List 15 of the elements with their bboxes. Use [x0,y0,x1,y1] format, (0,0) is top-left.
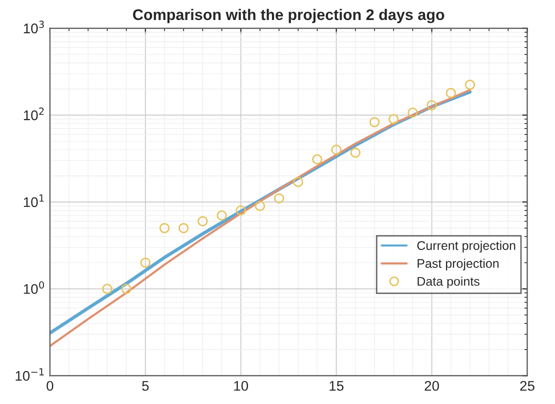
legend-label: Data points [418,276,480,288]
y-tick-label: 10$^{0}$ [24,281,44,294]
y-tick-label: 10$^{−1}$ [16,368,44,381]
y-tick-label: 10$^{1}$ [24,194,44,208]
x-tick-label: 15 [330,381,344,391]
x-tick-label: 20 [424,380,439,391]
x-tick-label: 25 [520,380,534,391]
y-tick-label: 10$^{2}$ [24,108,44,120]
x-tick-label: 10 [234,380,248,391]
chart-title: Comparison with the projection 2 days ago [133,8,444,24]
x-tick-label: 5 [142,381,149,391]
legend-label: Current projection [417,240,516,252]
y-tick-label: 10$^{3}$ [24,20,44,34]
x-tick-label: 0 [46,380,54,391]
legend-label: Past projection [418,258,499,270]
